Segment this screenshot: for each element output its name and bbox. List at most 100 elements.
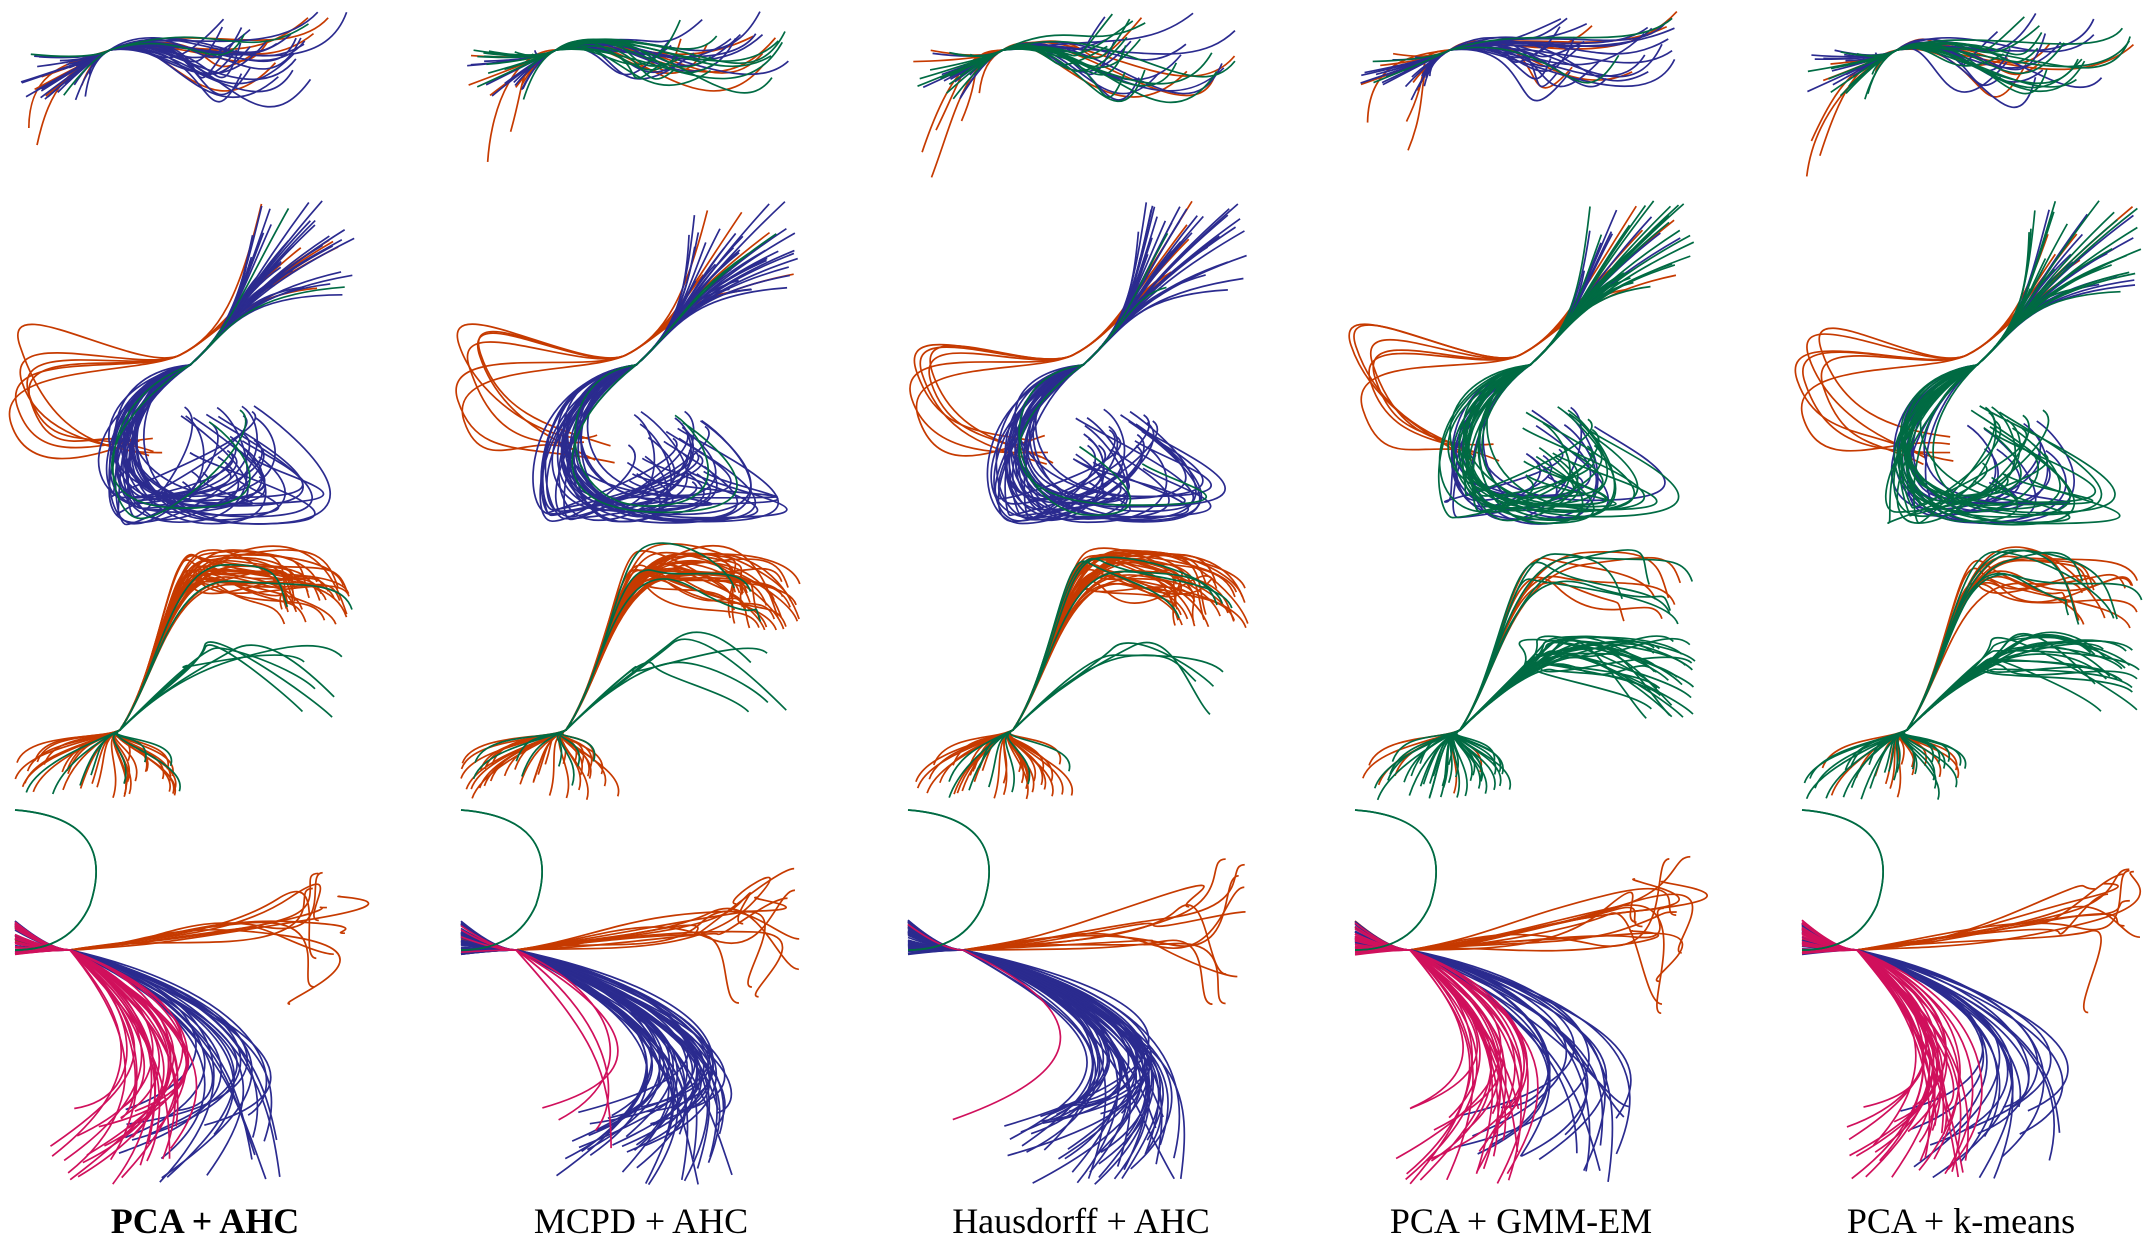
trajectory-orange (1806, 206, 2134, 462)
trajectory-magenta (1801, 948, 1928, 1128)
trajectory-blue (1005, 277, 1244, 505)
trajectory-orange (1366, 49, 1451, 123)
trajectory-green (574, 252, 750, 507)
trajectory-magenta (14, 942, 153, 1185)
trajectory-orange (17, 246, 339, 454)
trajectory-magenta (460, 935, 611, 1121)
trajectory-green (1009, 642, 1215, 772)
trajectory-green (1805, 550, 2115, 800)
trajectory-orange (1800, 253, 2057, 452)
trajectory-green (559, 647, 768, 786)
trajectory-blue (1924, 252, 2108, 516)
trajectory-magenta (1801, 948, 1936, 1162)
method-label-pca-ahc: PCA + AHC (110, 1201, 300, 1241)
method-label-pca-kmeans: PCA + k-means (1846, 1201, 2076, 1241)
trajectory-green (556, 578, 762, 767)
trajectory-green (521, 569, 752, 777)
trajectory-green (1442, 636, 1683, 788)
trajectory-green (1803, 649, 2140, 784)
trajectory-green (1848, 47, 2079, 87)
trajectory-blue (1801, 922, 1988, 1140)
trajectory-orange (548, 581, 760, 796)
trajectory-green (1428, 668, 1648, 798)
trajectory-green (25, 564, 289, 793)
trajectory-green (116, 644, 335, 767)
trajectory-orange (532, 578, 776, 782)
trajectory-blue (907, 930, 1150, 1127)
trajectory-green (1902, 551, 2084, 763)
trajectory-blue (1428, 48, 1571, 102)
trajectory-magenta (14, 949, 161, 1162)
trajectory-magenta (1801, 926, 1931, 1127)
method-label-pca-gmm-em: PCA + GMM-EM (1389, 1201, 1653, 1241)
trajectory-green (1465, 221, 1670, 507)
trajectory-orange (1794, 233, 2049, 459)
trajectory-orange (16, 579, 288, 763)
trajectory-orange (477, 274, 704, 447)
trajectory-green (1893, 223, 2071, 518)
trajectory-blue (907, 949, 1130, 1173)
trajectory-magenta (1801, 919, 1948, 1135)
trajectory-orange (21, 564, 349, 788)
trajectory-green (1410, 656, 1673, 777)
trajectory-green (1387, 663, 1658, 781)
trajectory-magenta (460, 929, 612, 1149)
trajectory-green (1801, 809, 1884, 951)
trajectory-green (1455, 638, 1669, 791)
trajectory-blue (143, 245, 332, 525)
trajectory-magenta (1801, 919, 1917, 1146)
trajectory-green (1481, 203, 1685, 508)
method-label-hausdorff-ahc: Hausdorff + AHC (952, 1201, 1210, 1241)
trajectory-blue (1404, 47, 1646, 88)
trajectory-green (116, 580, 353, 792)
trajectory-green (1905, 211, 2115, 523)
trajectory-green (1887, 232, 2030, 524)
trajectory-blue (484, 34, 764, 63)
trajectory-orange (460, 892, 752, 951)
trajectory-green (559, 631, 752, 767)
trajectory-green (1856, 40, 2131, 68)
trajectory-green (1372, 17, 1673, 63)
trajectory-green (949, 18, 1131, 78)
trajectory-green (978, 557, 1233, 769)
trajectory-blue (907, 919, 1107, 1179)
trajectory-green (1860, 633, 2096, 800)
trajectory-green (1452, 224, 1631, 522)
trajectory-green (907, 809, 990, 951)
trajectory-green (1376, 641, 1660, 801)
trajectory-green (969, 22, 1146, 58)
trajectory-green (1453, 636, 1656, 782)
trajectory-green (1900, 549, 2080, 775)
trajectory-magenta (907, 923, 1062, 1121)
trajectory-green (988, 654, 1224, 788)
trajectory-orange (14, 550, 318, 780)
trajectory-orange (1354, 912, 1663, 1005)
trajectory-green (111, 208, 290, 510)
trajectory-orange (112, 554, 327, 798)
trajectory-green (1428, 580, 1672, 799)
trajectory-blue (558, 247, 735, 522)
trajectory-green (1454, 641, 1671, 794)
trajectory-orange (561, 555, 735, 787)
trajectory-green (1018, 232, 1208, 506)
trajectory-green (1354, 809, 1437, 951)
trajectory-green (1825, 668, 2133, 799)
trajectory-blue (1023, 218, 1241, 520)
trajectory-green (1451, 549, 1650, 778)
trajectory-green (1844, 660, 2118, 771)
trajectory-green (1464, 285, 1651, 497)
trajectory-green (1900, 663, 2138, 770)
trajectory-blue (460, 920, 709, 1182)
trajectory-blue (131, 283, 331, 507)
trajectory-blue (563, 232, 710, 521)
trajectory-green (977, 20, 1134, 70)
trajectory-green (1354, 809, 1437, 951)
trajectory-green (79, 644, 343, 786)
trajectory-orange (1369, 288, 1627, 446)
trajectory-orange (43, 560, 321, 765)
trajectory-orange (509, 49, 557, 132)
trajectory-blue (907, 940, 1130, 1107)
trajectory-green (1807, 41, 2039, 73)
trajectory-green (1850, 665, 2133, 788)
